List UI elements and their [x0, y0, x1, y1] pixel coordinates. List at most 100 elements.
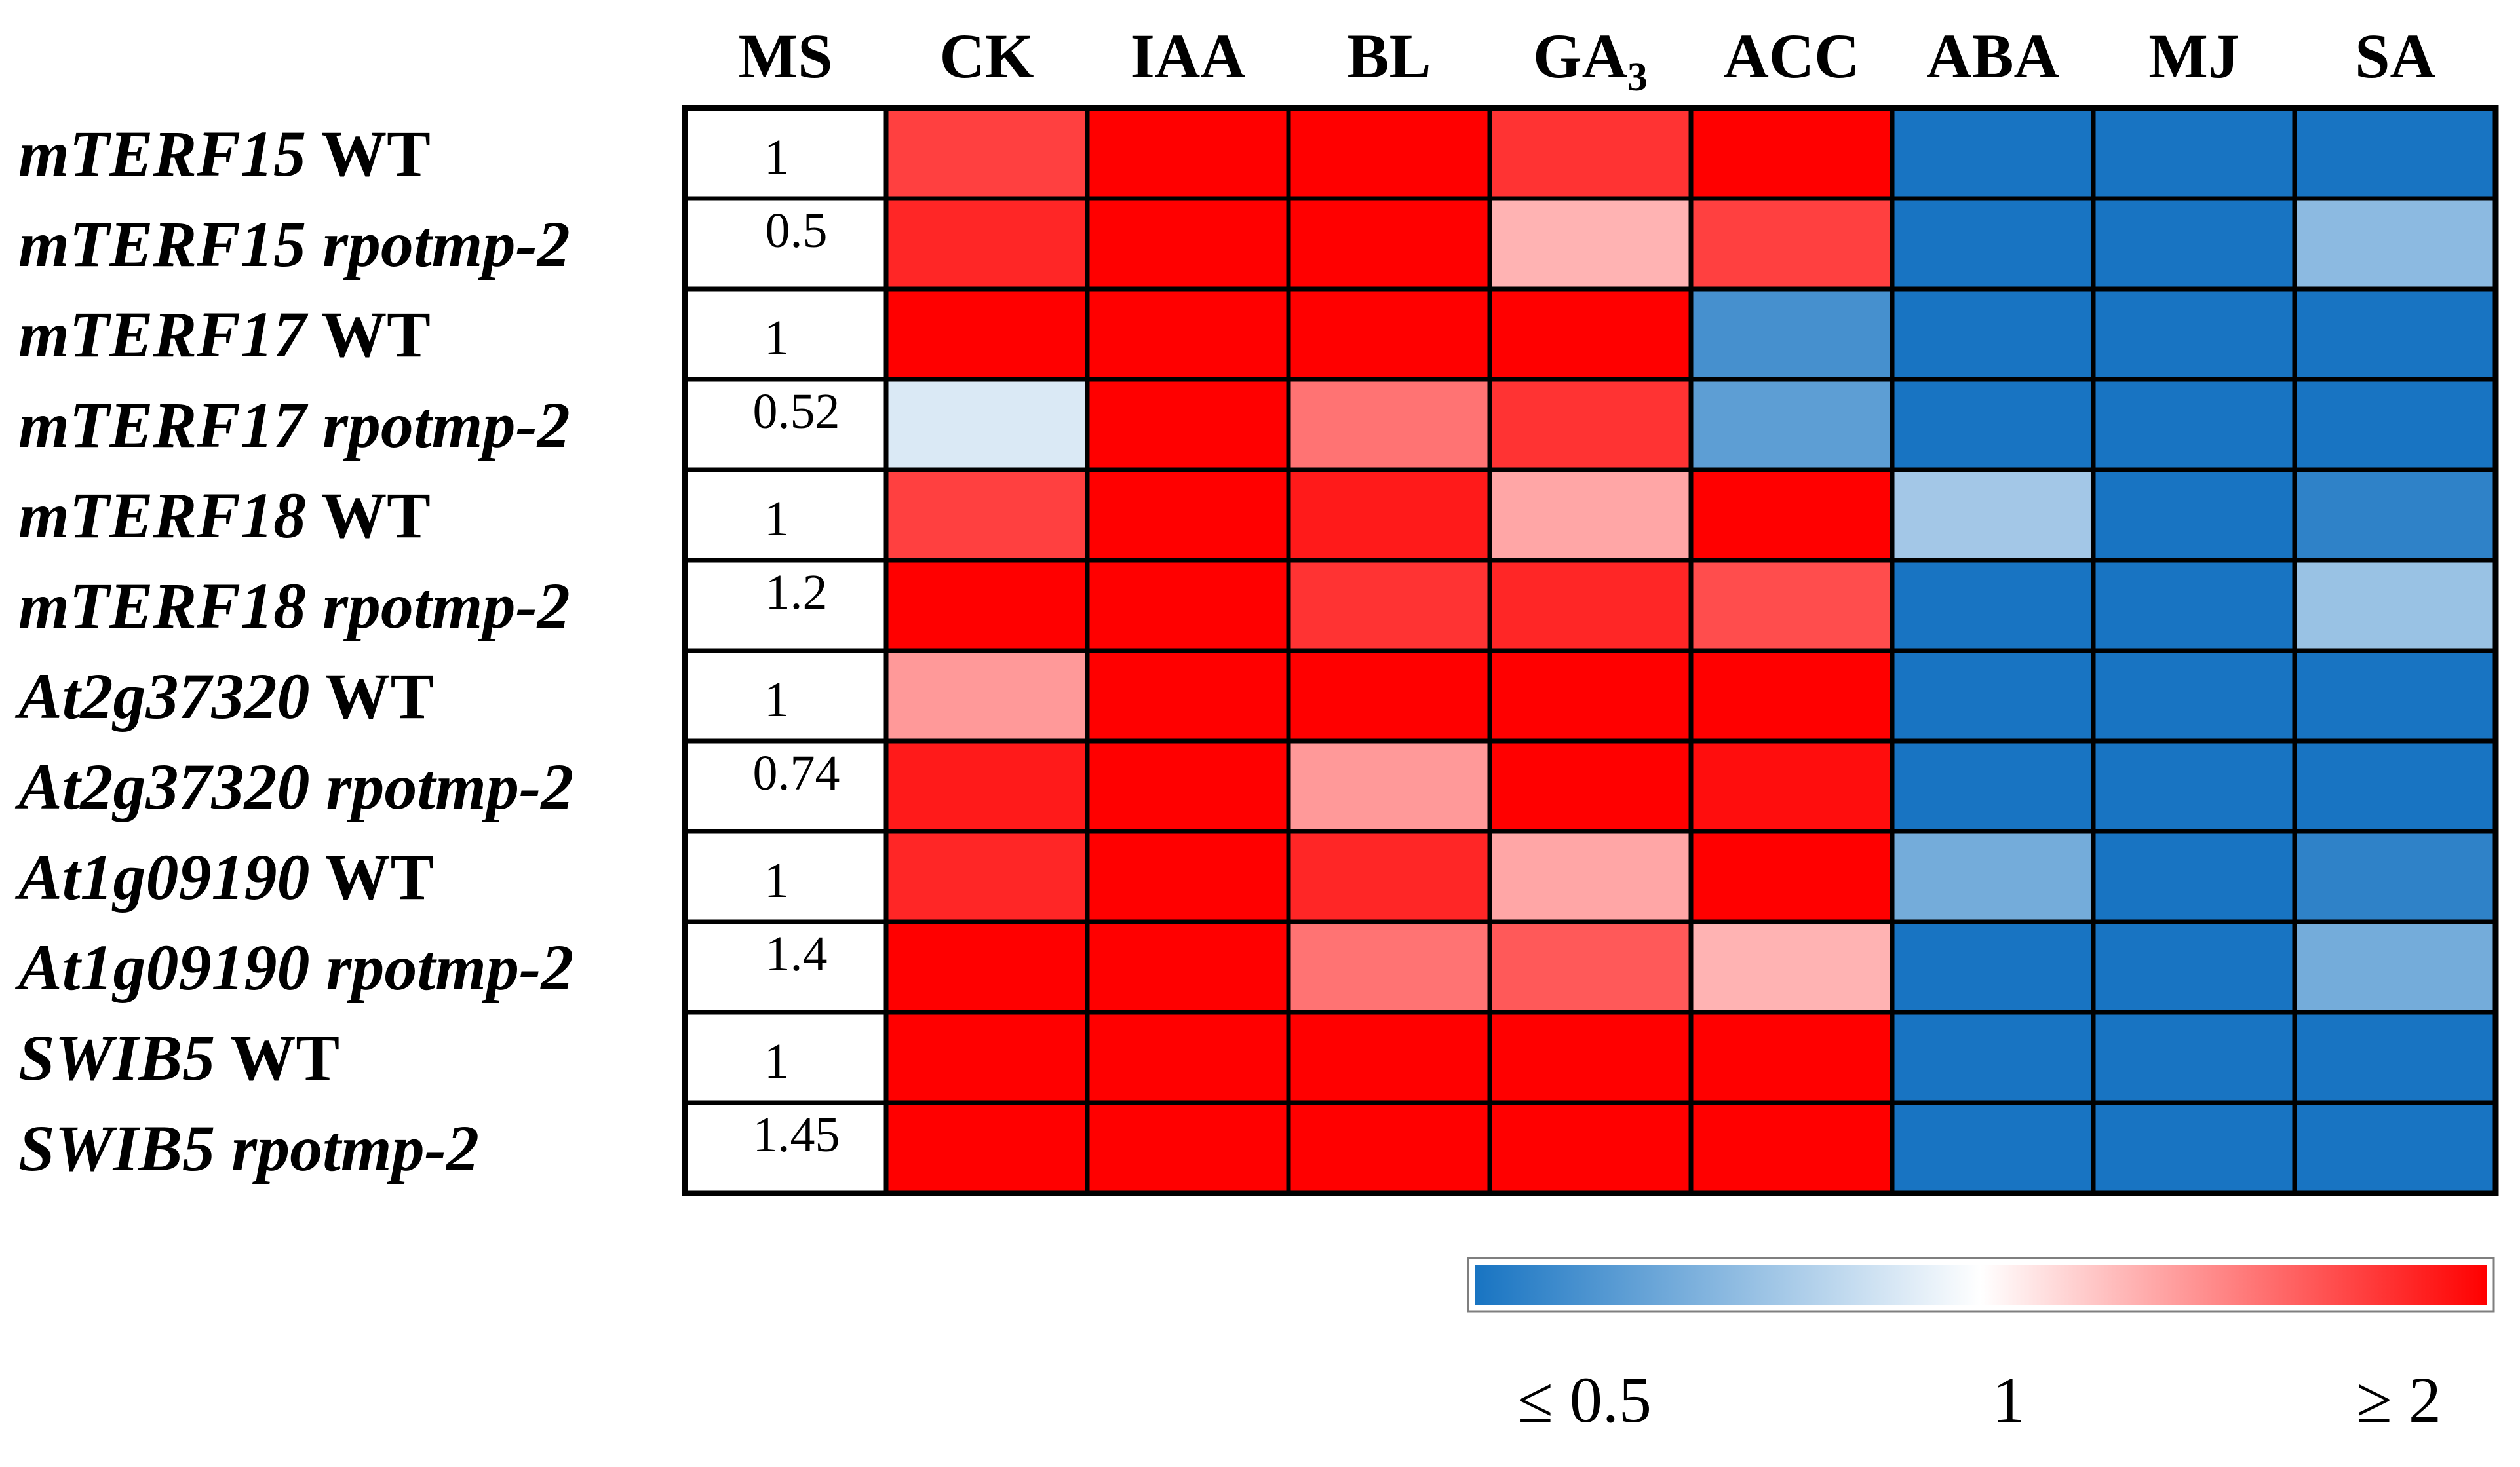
ms-value-r12: 1.45 [753, 1107, 840, 1162]
heatmap-cell-r1-iaa [1085, 105, 1291, 201]
heatmap-cell-r2-sa [2292, 196, 2498, 292]
heatmap-cell-r6-bl [1286, 558, 1492, 653]
heatmap-cell-r10-aba [1890, 919, 2096, 1015]
heatmap-cell-r7-bl [1286, 648, 1492, 744]
heatmap-cell-r2-aba [1890, 196, 2096, 292]
heatmap-cell-r5-bl [1286, 467, 1492, 563]
legend-min-label: ≤ 0.5 [1517, 1363, 1652, 1436]
heatmap-cell-r12-ga [1487, 1100, 1694, 1196]
heatmap-cell-r7-acc [1688, 648, 1895, 744]
row-label-mterf17-rpotmp-2: mTERF17 rpotmp-2 [18, 389, 570, 461]
heatmap-cell-r12-bl [1286, 1100, 1492, 1196]
heatmap-cell-r5-ck [883, 467, 1090, 563]
heatmap-cell-r1-bl [1286, 105, 1492, 201]
ms-value-r2: 0.5 [766, 203, 828, 258]
heatmap-cell-r11-aba [1890, 1010, 2096, 1105]
heatmap-cell-r5-iaa [1085, 467, 1291, 563]
heatmap-cell-r3-bl [1286, 286, 1492, 382]
heatmap-cell-r9-acc [1688, 829, 1895, 924]
heatmap-cell-r6-ga [1487, 558, 1694, 653]
heatmap-cell-r12-ck [883, 1100, 1090, 1196]
row-label-mterf18-rpotmp-2: mTERF18 rpotmp-2 [18, 569, 570, 642]
row-label-mterf15-wt: mTERF15 WT [18, 117, 431, 190]
heatmap-cell-r3-mj [2091, 286, 2297, 382]
heatmap-cell-r1-ga [1487, 105, 1694, 201]
heatmap-cell-r6-aba [1890, 558, 2096, 653]
heatmap-cell-r9-aba [1890, 829, 2096, 924]
ms-value-r8: 0.74 [753, 746, 840, 801]
heatmap-cell-r10-acc [1688, 919, 1895, 1015]
column-label-bl: BL [1347, 21, 1431, 91]
heatmap-cell-r12-mj [2091, 1100, 2297, 1196]
heatmap-cell-r6-sa [2292, 558, 2498, 653]
heatmap-cell-r5-acc [1688, 467, 1895, 563]
ms-value-r4: 0.52 [753, 384, 840, 439]
heatmap-cell-r8-bl [1286, 738, 1492, 834]
heatmap-cell-r9-ck [883, 829, 1090, 924]
heatmap-cell-r8-sa [2292, 738, 2498, 834]
heatmap-cell-r8-mj [2091, 738, 2297, 834]
row-label-at2g37320-wt: At2g37320 WT [14, 660, 434, 733]
legend-gradient-bar [1475, 1265, 2487, 1305]
column-label-ga: GA3 [1533, 21, 1648, 100]
heatmap-cell-r3-sa [2292, 286, 2498, 382]
heatmap-cell-r10-mj [2091, 919, 2297, 1015]
heatmap-cell-r6-acc [1688, 558, 1895, 653]
heatmap-cells: 1 0.5 1 0.52 1 1.2 1 0.74 1 1.4 1 1.45 [682, 105, 2499, 1196]
heatmap-cell-r3-ga [1487, 286, 1694, 382]
column-label-acc: ACC [1724, 21, 1860, 91]
legend-max-label: ≥ 2 [2356, 1363, 2441, 1436]
heatmap-cell-r11-sa [2292, 1010, 2498, 1105]
heatmap-cell-r1-ck [883, 105, 1090, 201]
heatmap-cell-r9-ga [1487, 829, 1694, 924]
heatmap-cell-r4-ga [1487, 377, 1694, 472]
heatmap-cell-r3-acc [1688, 286, 1895, 382]
heatmap-cell-r9-iaa [1085, 829, 1291, 924]
column-label-mj: MJ [2148, 21, 2239, 91]
heatmap-cell-r8-aba [1890, 738, 2096, 834]
heatmap-cell-r10-iaa [1085, 919, 1291, 1015]
heatmap-cell-r2-bl [1286, 196, 1492, 292]
heatmap-cell-r1-sa [2292, 105, 2498, 201]
row-label-swib5-wt: SWIB5 WT [18, 1021, 339, 1094]
heatmap-cell-r11-iaa [1085, 1010, 1291, 1105]
heatmap-cell-r5-sa [2292, 467, 2498, 563]
heatmap-cell-r4-mj [2091, 377, 2297, 472]
legend-mid-label: 1 [1992, 1363, 2025, 1436]
column-label-aba: ABA [1926, 21, 2059, 91]
color-legend: ≤ 0.5 1 ≥ 2 [1467, 1257, 2495, 1436]
heatmap-cell-r11-acc [1688, 1010, 1895, 1105]
heatmap-cell-r4-bl [1286, 377, 1492, 472]
heatmap-cell-r7-ga [1487, 648, 1694, 744]
heatmap-cell-r8-iaa [1085, 738, 1291, 834]
heatmap-cell-r11-mj [2091, 1010, 2297, 1105]
ms-value-r10: 1.4 [766, 926, 828, 981]
row-label-swib5-rpotmp-2: SWIB5 rpotmp-2 [18, 1112, 479, 1185]
column-labels: MS CK IAA BL GA3 ACC ABA MJ SA [739, 21, 2435, 100]
heatmap-cell-r6-iaa [1085, 558, 1291, 653]
row-label-at1g09190-wt: At1g09190 WT [14, 841, 434, 913]
heatmap-cell-r11-ga [1487, 1010, 1694, 1105]
heatmap-frame [682, 105, 2499, 1196]
heatmap-cell-r6-ck [883, 558, 1090, 653]
ms-value-r5: 1 [764, 491, 789, 546]
heatmap-cell-r9-mj [2091, 829, 2297, 924]
ms-value-r3: 1 [764, 311, 789, 366]
heatmap-cell-r4-acc [1688, 377, 1895, 472]
heatmap-cell-r12-ms [682, 1100, 889, 1196]
heatmap-cell-r9-bl [1286, 829, 1492, 924]
heatmap-cell-r4-aba [1890, 377, 2096, 472]
heatmap-cell-r10-ga [1487, 919, 1694, 1015]
heatmap-cell-r7-iaa [1085, 648, 1291, 744]
heatmap-cell-r5-mj [2091, 467, 2297, 563]
heatmap-cell-r12-sa [2292, 1100, 2498, 1196]
row-label-mterf15-rpotmp-2: mTERF15 rpotmp-2 [18, 208, 570, 280]
heatmap-cell-r5-aba [1890, 467, 2096, 563]
heatmap-cell-r3-iaa [1085, 286, 1291, 382]
heatmap-cell-r2-ck [883, 196, 1090, 292]
ms-value-r7: 1 [764, 672, 789, 727]
heatmap-cell-r8-ck [883, 738, 1090, 834]
heatmap-cell-r3-aba [1890, 286, 2096, 382]
heatmap-cell-r1-acc [1688, 105, 1895, 201]
